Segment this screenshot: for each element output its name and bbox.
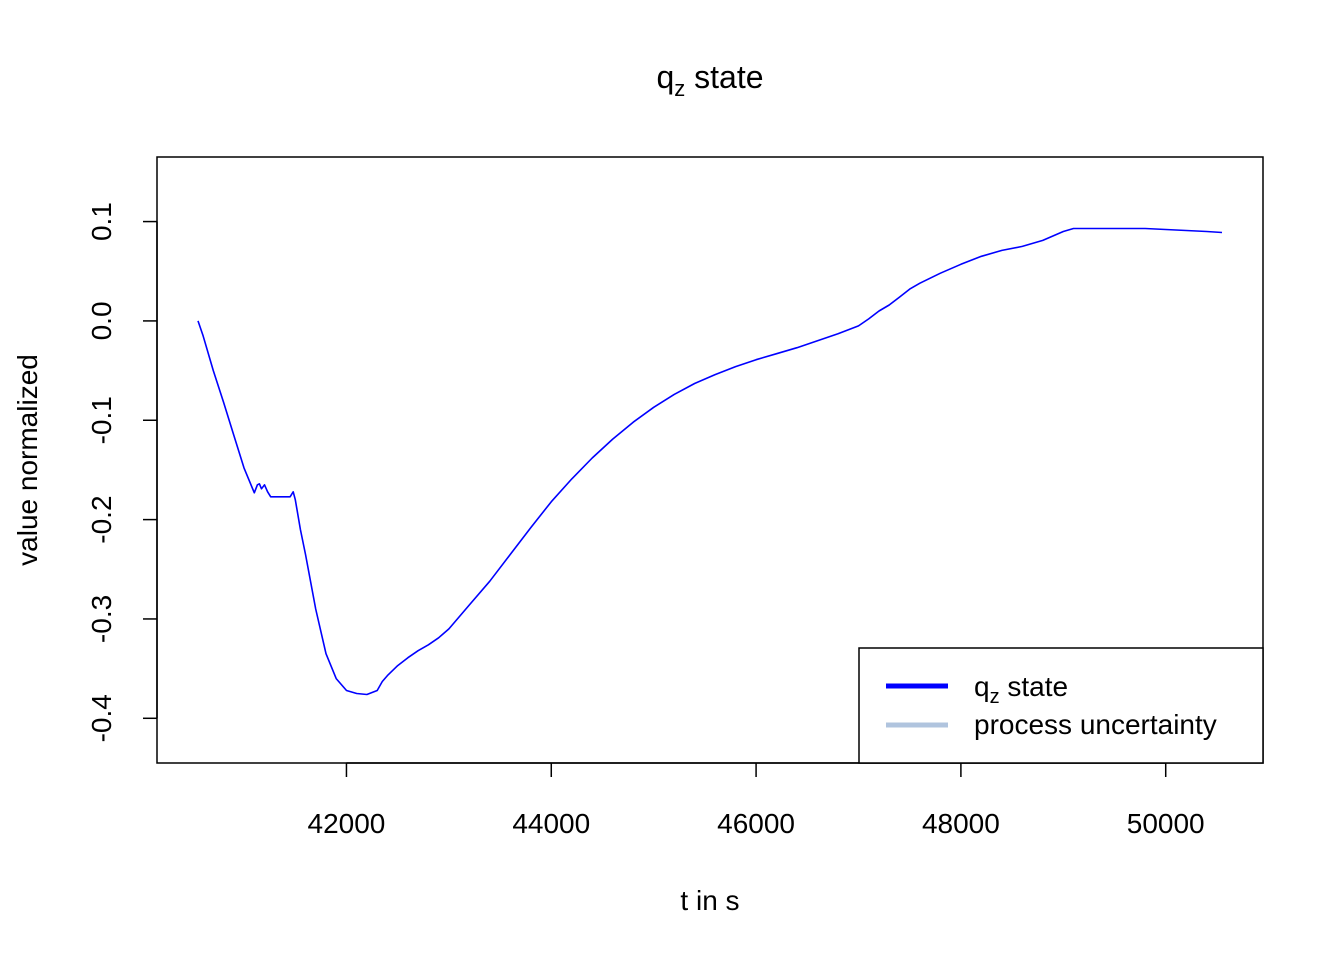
y-axis: -0.4 -0.3 -0.2 -0.1 0.0 0.1 (86, 202, 158, 742)
chart-title-rest: state (685, 59, 763, 95)
y-tick-label: -0.2 (86, 495, 117, 543)
y-tick-label: -0.1 (86, 396, 117, 444)
x-tick-label: 48000 (922, 808, 1000, 839)
x-axis: 42000 44000 46000 48000 50000 (308, 762, 1205, 839)
x-tick-label: 46000 (717, 808, 795, 839)
chart-title-sub: z (674, 76, 685, 101)
series-line-qz-state (197, 227, 1223, 696)
legend-box (858, 647, 1264, 764)
chart-title: qz state (656, 59, 763, 101)
x-tick-label: 50000 (1127, 808, 1205, 839)
legend: qz state process uncertainty (858, 647, 1264, 764)
y-tick-label: -0.4 (86, 694, 117, 742)
y-tick-label: -0.3 (86, 595, 117, 643)
y-tick-label: 0.1 (86, 202, 117, 241)
chart-title-main: q (656, 59, 674, 95)
x-axis-label: t in s (680, 885, 739, 916)
legend-label-process-uncertainty: process uncertainty (974, 709, 1217, 740)
legend-label-qz-sub: z (990, 686, 1000, 708)
legend-label-qz-rest: state (1000, 671, 1068, 702)
y-tick-label: 0.0 (86, 301, 117, 340)
legend-label-qz-main: q (974, 671, 990, 702)
y-axis-label: value normalized (12, 354, 43, 566)
legend-label-qz-state: qz state (974, 671, 1068, 708)
series-layer (197, 227, 1223, 696)
x-tick-label: 42000 (308, 808, 386, 839)
x-tick-label: 44000 (512, 808, 590, 839)
